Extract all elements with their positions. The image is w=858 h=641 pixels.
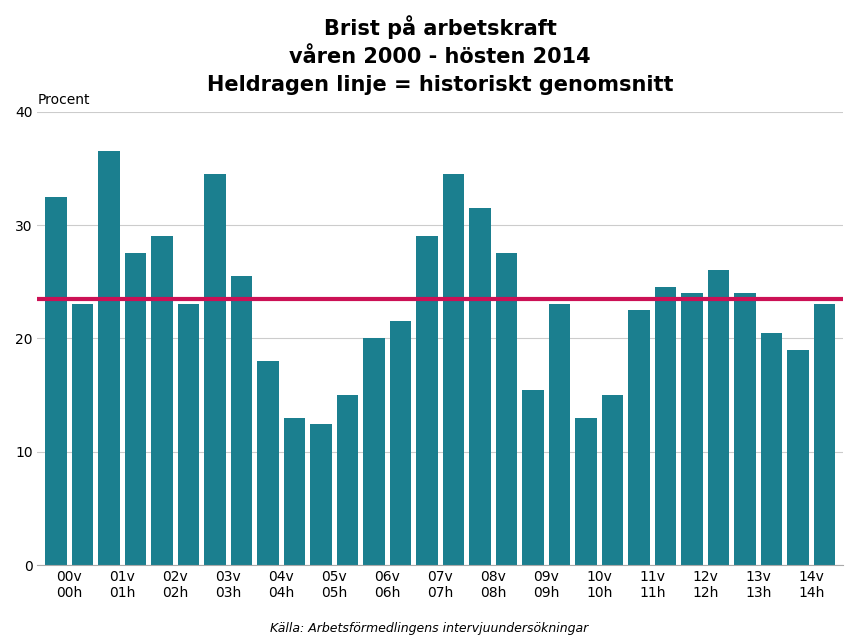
Bar	[231, 276, 252, 565]
Bar	[337, 395, 358, 565]
Bar	[99, 151, 119, 565]
Bar	[390, 322, 411, 565]
Bar	[469, 208, 491, 565]
Text: Procent: Procent	[38, 93, 90, 107]
Bar	[549, 304, 570, 565]
Bar	[151, 237, 172, 565]
Bar	[628, 310, 650, 565]
Bar	[443, 174, 464, 565]
Bar	[523, 390, 544, 565]
Bar	[708, 271, 729, 565]
Bar	[125, 253, 146, 565]
Bar	[734, 293, 756, 565]
Bar	[45, 197, 67, 565]
Bar	[72, 304, 94, 565]
Bar	[364, 338, 384, 565]
Bar	[311, 424, 331, 565]
Bar	[788, 350, 808, 565]
Bar	[681, 293, 703, 565]
Bar	[655, 287, 676, 565]
Bar	[257, 361, 279, 565]
Bar	[601, 395, 623, 565]
Bar	[576, 418, 596, 565]
Bar	[814, 304, 835, 565]
Bar	[496, 253, 517, 565]
Bar	[416, 237, 438, 565]
Title: Brist på arbetskraft
våren 2000 - hösten 2014
Heldragen linje = historiskt genom: Brist på arbetskraft våren 2000 - hösten…	[207, 15, 674, 95]
Bar	[204, 174, 226, 565]
Bar	[178, 304, 199, 565]
Bar	[761, 333, 782, 565]
Bar	[284, 418, 305, 565]
Text: Källa: Arbetsförmedlingens intervjuundersökningar: Källa: Arbetsförmedlingens intervjuunder…	[270, 622, 588, 635]
